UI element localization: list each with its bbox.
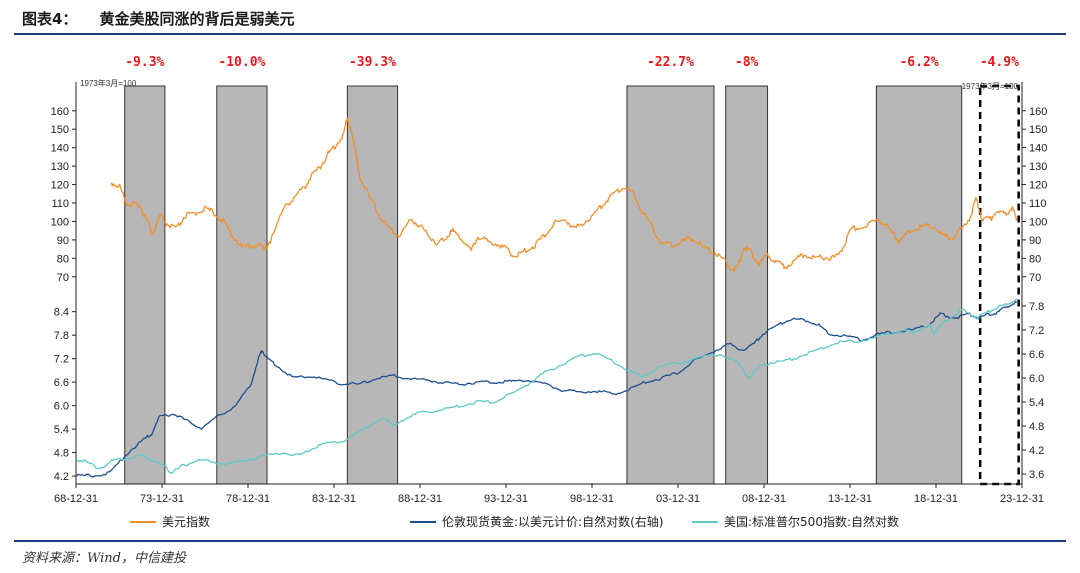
x-tick-label: 83-12-31 (312, 493, 356, 505)
x-tick-label: 18-12-31 (914, 493, 958, 505)
period-change-label: -10.0% (218, 55, 265, 70)
y-tick-label: 150 (51, 124, 69, 136)
y-tick-label: 140 (1029, 143, 1047, 155)
y-tick-label: 70 (57, 272, 69, 284)
base-note-left: 1973年3月=100 (80, 78, 137, 88)
x-tick-label: 88-12-31 (398, 493, 442, 505)
x-tick-label: 68-12-31 (54, 493, 98, 505)
y-tick-label: 160 (51, 106, 69, 118)
y-tick-label: 160 (1029, 106, 1047, 118)
y-tick-label: 90 (57, 235, 69, 247)
x-tick-label: 08-12-31 (742, 493, 786, 505)
y-tick-label: 4.8 (1029, 421, 1044, 433)
series-lines (75, 117, 1018, 478)
period-change-label: -6.2% (899, 55, 938, 70)
y-tick-label: 100 (51, 216, 69, 228)
plot-frame (75, 82, 1023, 485)
x-tick-label: 13-12-31 (828, 493, 872, 505)
y-tick-label: 6.0 (1029, 373, 1044, 385)
y-tick-label: 7.8 (1029, 301, 1044, 313)
y-tick-label: 6.6 (54, 377, 69, 389)
dashed-highlight-box (978, 84, 1020, 486)
y-tick-label: 3.6 (1029, 469, 1044, 481)
figure-label: 图表4： (22, 10, 78, 28)
y-tick-label: 120 (51, 180, 69, 192)
source-note: 资料来源：Wind，中信建投 (22, 551, 186, 566)
legend-label: 伦敦现货黄金:以美元计价:自然对数(右轴) (442, 514, 663, 529)
y-tick-label: 130 (51, 161, 69, 173)
y-tick-label: 7.2 (54, 354, 69, 366)
bottom-divider (14, 540, 1066, 542)
shaded-periods: -9.3% -10.0% -39.3% -22.7% -8% -6.2% -4.9% (124, 55, 1020, 486)
x-tick-label: 98-12-31 (570, 493, 614, 505)
period-change-label: -8% (735, 55, 759, 70)
figure-title-text: 黄金美股同涨的背后是弱美元 (99, 10, 295, 28)
series-line (110, 117, 1018, 273)
y-tick-label: 80 (1029, 253, 1041, 265)
y-tick-label: 100 (1029, 216, 1047, 228)
y-tick-label: 110 (51, 198, 69, 210)
period-change-label: -4.9% (980, 55, 1019, 70)
x-tick-label: 73-12-31 (140, 493, 184, 505)
shaded-period (216, 85, 268, 485)
x-tick-label: 03-12-31 (656, 493, 700, 505)
y-tick-label: 90 (1029, 235, 1041, 247)
axes: 70 80 90 100 110 120 130 140 150 160 4.2 4.8 5.4 6.0 6… (51, 78, 1048, 505)
y-tick-label: 5.4 (54, 424, 69, 436)
y-tick-label: 80 (57, 253, 69, 265)
figure-title: 图表4： 黄金美股同涨的背后是弱美元 (22, 8, 294, 29)
series-line (75, 301, 1018, 478)
series-line (75, 298, 1018, 474)
shaded-period (626, 85, 715, 485)
y-tick-label: 110 (1029, 198, 1047, 210)
legend: 美元指数 伦敦现货黄金:以美元计价:自然对数(右轴) 美国:标准普尔500指数:自然… (130, 514, 899, 529)
y-tick-label: 4.8 (54, 448, 69, 460)
y-tick-label: 6.0 (54, 401, 69, 413)
y-tick-label: 140 (51, 143, 69, 155)
shaded-period (725, 85, 769, 485)
y-tick-label: 150 (1029, 124, 1047, 136)
x-tick-label: 23-12-31 (1000, 493, 1044, 505)
title-divider (14, 33, 1066, 35)
x-tick-label: 93-12-31 (484, 493, 528, 505)
y-tick-label: 70 (1029, 272, 1041, 284)
shaded-period (875, 85, 963, 485)
y-tick-label: 7.2 (1029, 325, 1044, 337)
y-tick-label: 130 (1029, 161, 1047, 173)
x-tick-label: 78-12-31 (226, 493, 270, 505)
shaded-period (124, 85, 166, 485)
period-change-label: -22.7% (647, 55, 694, 70)
y-tick-label: 8.4 (54, 307, 69, 319)
y-tick-label: 6.6 (1029, 349, 1044, 361)
legend-label: 美国:标准普尔500指数:自然对数 (724, 514, 899, 529)
y-tick-label: 7.8 (54, 330, 69, 342)
period-change-label: -39.3% (349, 55, 396, 70)
base-note-right: 1973年3月=100 (962, 81, 1019, 91)
y-tick-label: 4.2 (1029, 445, 1044, 457)
y-tick-label: 4.2 (54, 471, 69, 483)
period-change-label: -9.3% (125, 55, 164, 70)
y-tick-label: 5.4 (1029, 397, 1044, 409)
legend-label: 美元指数 (162, 514, 210, 529)
y-tick-label: 120 (1029, 180, 1047, 192)
